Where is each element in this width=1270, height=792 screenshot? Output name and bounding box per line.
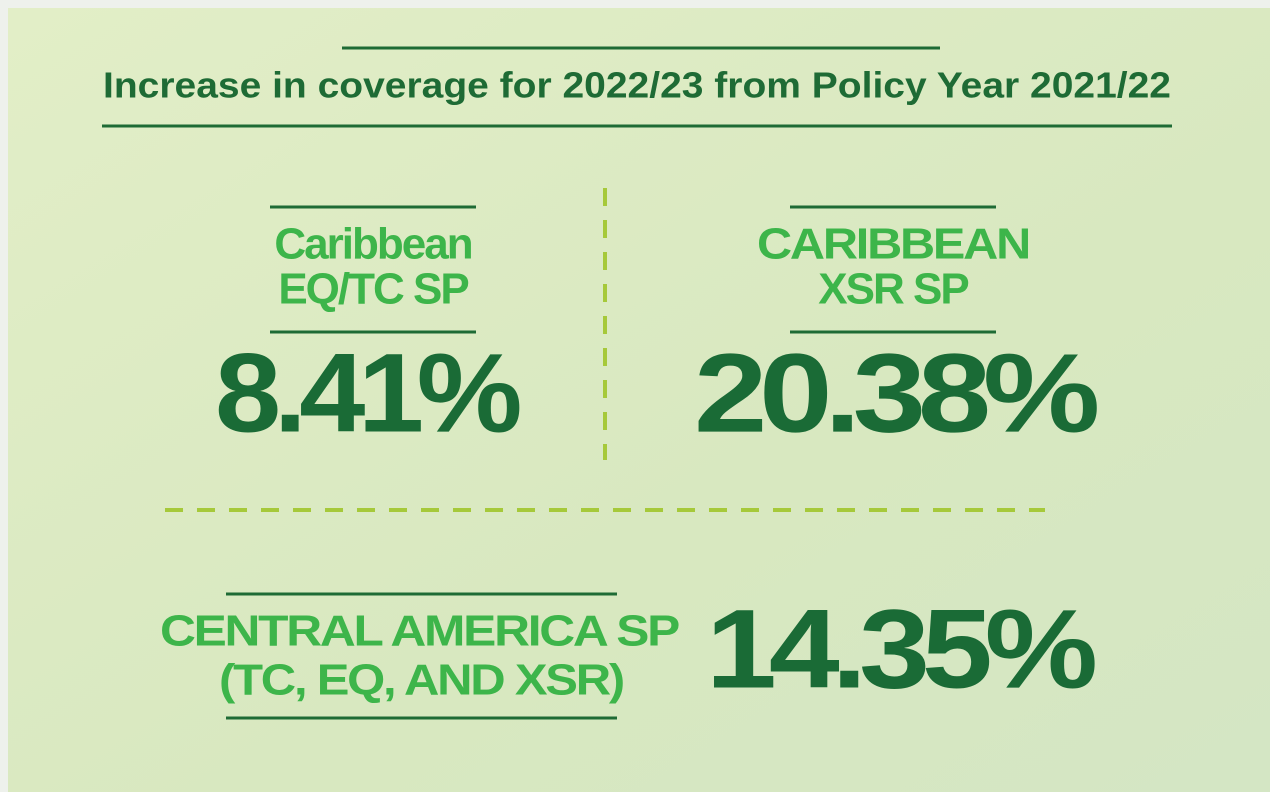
item-label: CARIBBEAN <box>757 220 1029 269</box>
item-label: CENTRAL AMERICA SP <box>160 607 679 656</box>
item-label: EQ/TC SP <box>278 265 468 314</box>
panel <box>8 8 1270 792</box>
item-value: 8.41% <box>215 331 520 456</box>
item-label: (TC, EQ, AND XSR) <box>219 656 623 705</box>
item-label: XSR SP <box>818 265 968 314</box>
item-value: 14.35% <box>706 587 1095 712</box>
title: Increase in coverage for 2022/23 from Po… <box>103 65 1171 106</box>
item-label: Caribbean <box>274 220 471 269</box>
item-value: 20.38% <box>694 331 1097 456</box>
